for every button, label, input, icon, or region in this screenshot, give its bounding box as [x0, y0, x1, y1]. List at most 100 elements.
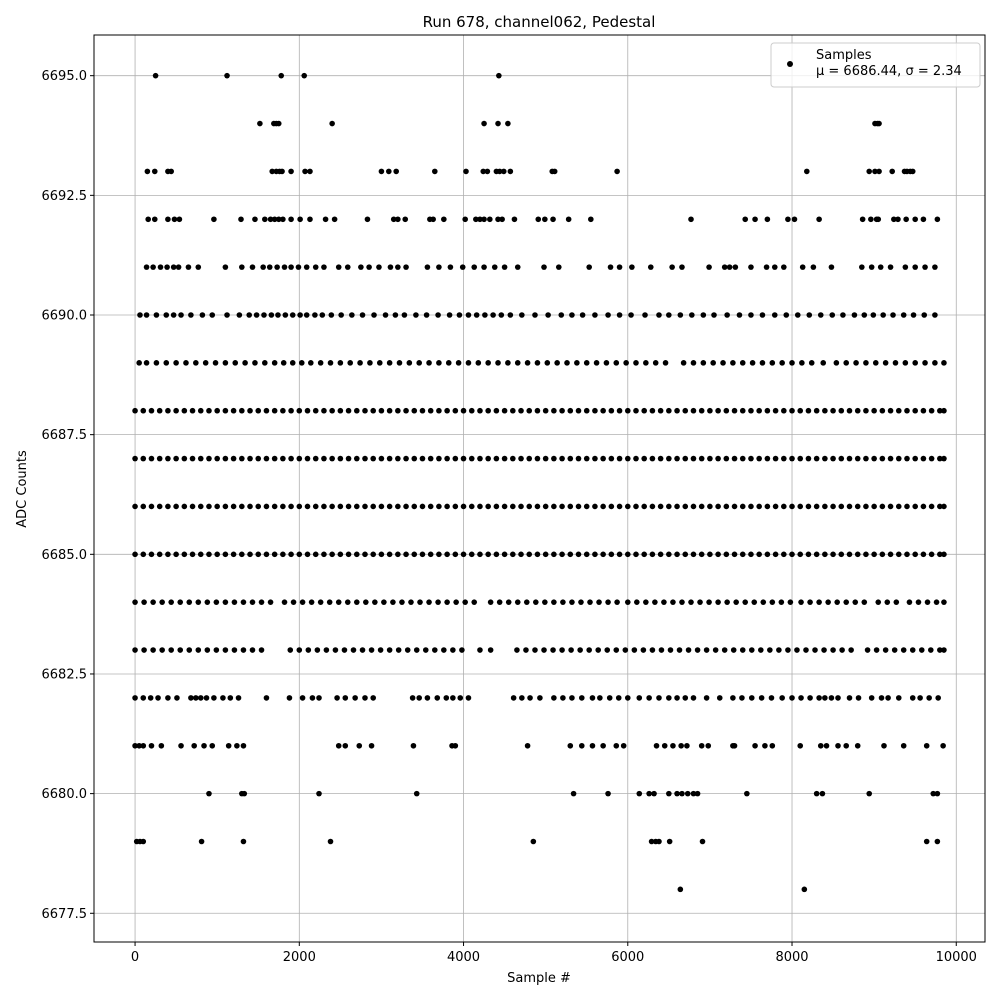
- data-point: [605, 312, 611, 318]
- data-point: [724, 312, 730, 318]
- data-point: [307, 216, 313, 223]
- data-point: [822, 455, 828, 462]
- data-point: [823, 742, 830, 749]
- data-point: [350, 647, 357, 653]
- data-point: [150, 599, 156, 605]
- data-point: [690, 503, 697, 510]
- data-point: [840, 312, 846, 318]
- data-point: [195, 647, 202, 653]
- data-point: [587, 599, 593, 605]
- data-point: [698, 742, 705, 749]
- data-point: [641, 503, 648, 510]
- data-point: [132, 503, 138, 510]
- data-point: [140, 838, 147, 845]
- data-point: [203, 695, 210, 701]
- data-point: [246, 312, 253, 318]
- data-point: [600, 455, 606, 462]
- data-point: [480, 168, 487, 175]
- data-point: [321, 264, 327, 270]
- data-point: [751, 599, 758, 605]
- data-point: [148, 742, 155, 749]
- data-point: [147, 695, 154, 701]
- data-point: [912, 503, 918, 510]
- data-point: [684, 790, 691, 797]
- data-point: [846, 695, 853, 701]
- data-point: [288, 551, 294, 558]
- data-point: [468, 551, 475, 558]
- data-point: [730, 695, 736, 701]
- data-point: [769, 360, 776, 366]
- data-point: [299, 695, 306, 701]
- data-point: [567, 503, 574, 510]
- data-point: [296, 455, 303, 462]
- data-point: [534, 503, 541, 510]
- data-point: [431, 647, 438, 653]
- data-point: [661, 599, 667, 605]
- data-point: [930, 790, 937, 797]
- data-point: [731, 551, 738, 558]
- data-point: [173, 360, 179, 366]
- data-point: [378, 407, 385, 414]
- data-point: [646, 695, 652, 701]
- data-point: [239, 503, 245, 510]
- data-point: [912, 360, 918, 366]
- data-point: [189, 407, 196, 414]
- data-point: [941, 360, 947, 366]
- data-point: [651, 790, 657, 797]
- data-point: [225, 742, 232, 749]
- data-point: [551, 551, 557, 558]
- data-point: [592, 551, 598, 558]
- data-point: [230, 551, 237, 558]
- data-point: [739, 503, 746, 510]
- data-point: [887, 455, 894, 462]
- data-point: [748, 264, 754, 270]
- data-point: [707, 551, 713, 558]
- data-point: [468, 407, 475, 414]
- data-point: [403, 455, 409, 462]
- data-point: [477, 503, 483, 510]
- data-point: [724, 599, 730, 605]
- data-point: [783, 312, 790, 318]
- data-point: [168, 599, 174, 605]
- data-point: [214, 455, 220, 462]
- data-point: [301, 72, 308, 79]
- y-tick-label: 6680.0: [42, 787, 88, 802]
- data-point: [707, 455, 713, 462]
- data-point: [240, 742, 247, 749]
- data-point: [263, 503, 270, 510]
- data-point: [797, 407, 804, 414]
- data-point: [319, 312, 326, 318]
- data-point: [342, 695, 349, 701]
- data-point: [863, 551, 869, 558]
- data-point: [764, 551, 771, 558]
- data-point: [605, 599, 611, 605]
- data-point: [900, 742, 907, 749]
- data-point: [501, 551, 508, 558]
- data-point: [282, 312, 289, 318]
- data-point: [298, 360, 305, 366]
- data-point: [249, 647, 256, 653]
- data-point: [471, 264, 478, 270]
- data-point: [772, 503, 779, 510]
- data-point: [170, 312, 177, 318]
- data-point: [742, 216, 749, 223]
- data-point: [316, 695, 322, 701]
- data-point: [649, 455, 656, 462]
- data-point: [892, 360, 899, 366]
- data-point: [141, 647, 147, 653]
- data-point: [934, 790, 941, 797]
- data-point: [846, 503, 853, 510]
- data-point: [362, 695, 368, 701]
- data-point: [239, 264, 245, 270]
- data-point: [559, 551, 565, 558]
- data-point: [485, 503, 491, 510]
- data-point: [726, 264, 733, 270]
- x-tick-label: 10000: [936, 950, 977, 965]
- data-point: [423, 312, 430, 318]
- data-point: [707, 503, 713, 510]
- data-point: [371, 312, 377, 318]
- data-point: [904, 551, 910, 558]
- data-point: [165, 695, 171, 701]
- data-point: [902, 264, 909, 270]
- data-point: [242, 360, 248, 366]
